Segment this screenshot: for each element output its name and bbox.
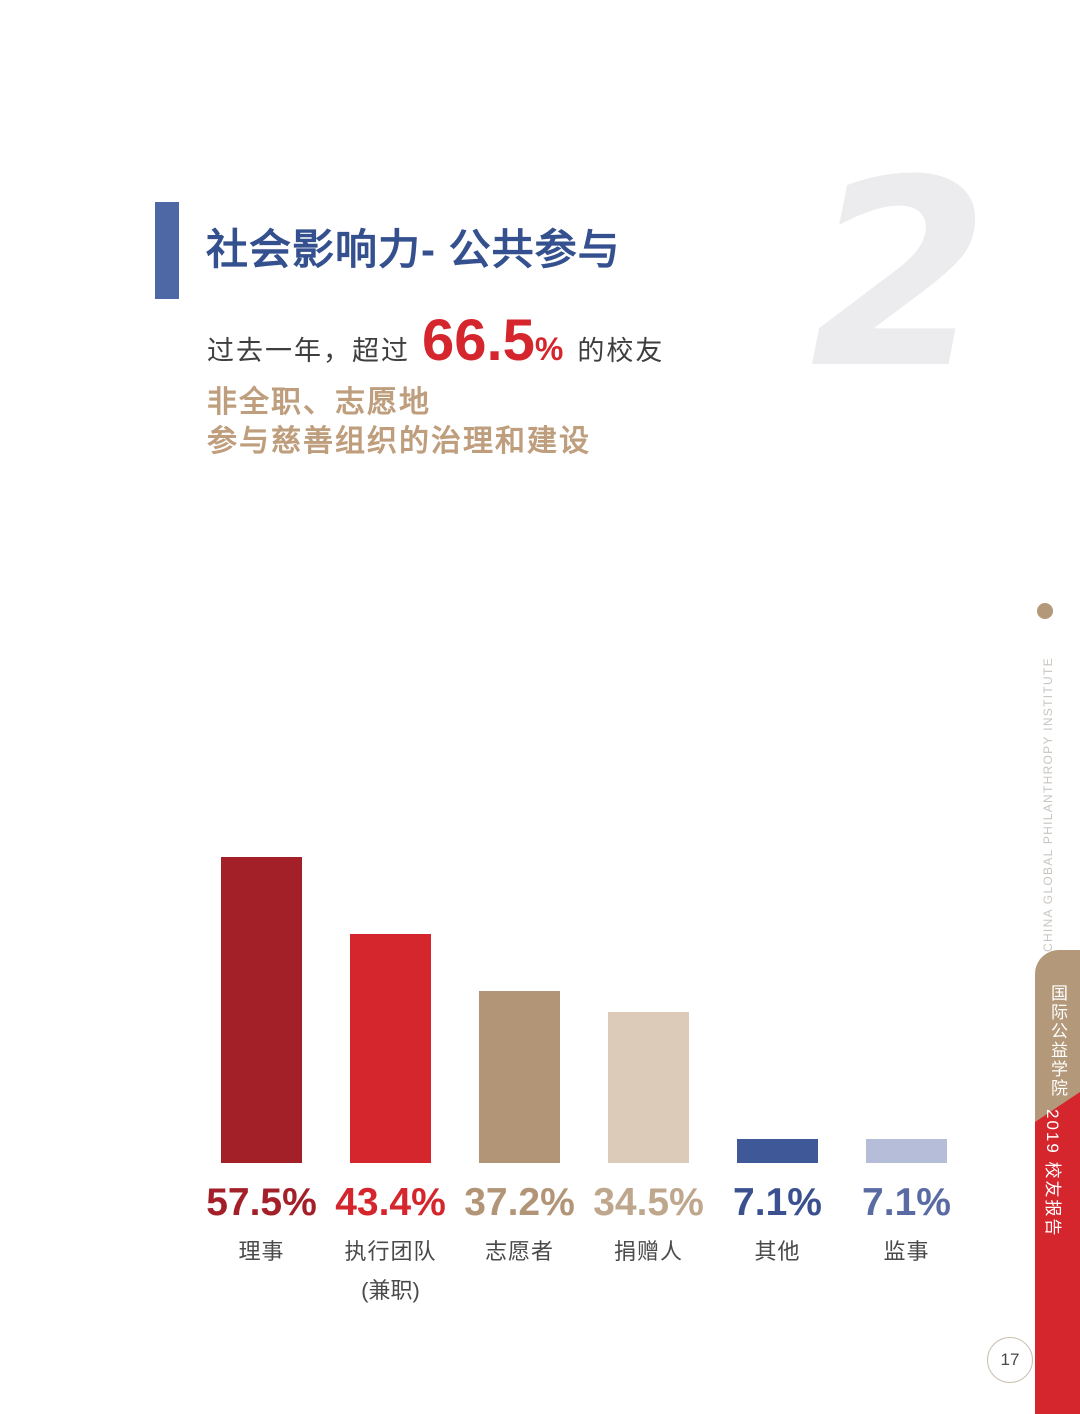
emphasis-line-1: 非全职、志愿地 bbox=[207, 386, 431, 419]
value-label: 7.1% bbox=[862, 1181, 951, 1224]
page-number-badge: 17 bbox=[987, 1337, 1033, 1383]
institute-name-en: CHINA GLOBAL PHILANTHROPY INSTITUTE bbox=[1041, 657, 1055, 952]
value-label: 34.5% bbox=[593, 1181, 704, 1224]
intro-prefix: 过去一年，超过 bbox=[207, 336, 410, 366]
category-label: 理事 bbox=[238, 1239, 285, 1264]
bar-area bbox=[737, 857, 818, 1163]
bar bbox=[866, 1139, 947, 1163]
section-number-watermark: 2 bbox=[810, 125, 990, 425]
chart-column: 37.2% 志愿者 bbox=[455, 857, 584, 1302]
bar bbox=[350, 934, 431, 1163]
chart-column: 57.5% 理事 bbox=[197, 857, 326, 1302]
bar-chart: 57.5% 理事 43.4% 执行团队 (兼职) 37.2% 志愿者 34.5% 捐赠人 7.1%… bbox=[197, 857, 971, 1302]
report-title-vertical: 2019 校友报告 bbox=[1043, 1109, 1062, 1238]
institute-name-cn: 国际公益学院 bbox=[1048, 984, 1067, 1098]
value-label: 7.1% bbox=[733, 1181, 822, 1224]
chart-column: 34.5% 捐赠人 bbox=[584, 857, 713, 1302]
bar bbox=[608, 1012, 689, 1163]
category-label: 捐赠人 bbox=[613, 1239, 683, 1264]
bar-area bbox=[866, 857, 947, 1163]
red-spine-ribbon bbox=[1035, 1092, 1080, 1414]
value-label: 37.2% bbox=[464, 1181, 575, 1224]
category-note: (兼职) bbox=[361, 1278, 420, 1303]
category-label: 监事 bbox=[883, 1239, 930, 1264]
chart-column: 7.1% 其他 bbox=[713, 857, 842, 1302]
category-label: 执行团队 bbox=[344, 1239, 437, 1264]
intro-suffix: 的校友 bbox=[577, 336, 665, 366]
gold-spine-ribbon: 国际公益学院 bbox=[1035, 950, 1080, 1122]
page-title: 社会影响力- 公共参与 bbox=[206, 226, 621, 273]
bar bbox=[479, 991, 560, 1163]
highlight-unit: % bbox=[534, 331, 564, 367]
value-label: 57.5% bbox=[206, 1181, 317, 1224]
value-label: 43.4% bbox=[335, 1181, 446, 1224]
bar-area bbox=[479, 857, 560, 1163]
intro-line: 过去一年，超过 66.5 % 的校友 bbox=[207, 308, 664, 375]
category-label: 其他 bbox=[754, 1239, 801, 1264]
page-number: 17 bbox=[1000, 1350, 1020, 1369]
title-accent-bar bbox=[155, 202, 179, 299]
bar-area bbox=[608, 857, 689, 1163]
bar-area bbox=[350, 857, 431, 1163]
chart-column: 43.4% 执行团队 (兼职) bbox=[326, 857, 455, 1302]
bar bbox=[737, 1139, 818, 1163]
highlight-percentage: 66.5 bbox=[422, 308, 535, 373]
bar-area bbox=[221, 857, 302, 1163]
emphasis-line-2: 参与慈善组织的治理和建设 bbox=[207, 425, 591, 458]
bar bbox=[221, 857, 302, 1163]
chart-column: 7.1% 监事 bbox=[842, 857, 971, 1302]
category-label: 志愿者 bbox=[484, 1239, 554, 1264]
sidebar-dot-icon bbox=[1037, 603, 1053, 619]
